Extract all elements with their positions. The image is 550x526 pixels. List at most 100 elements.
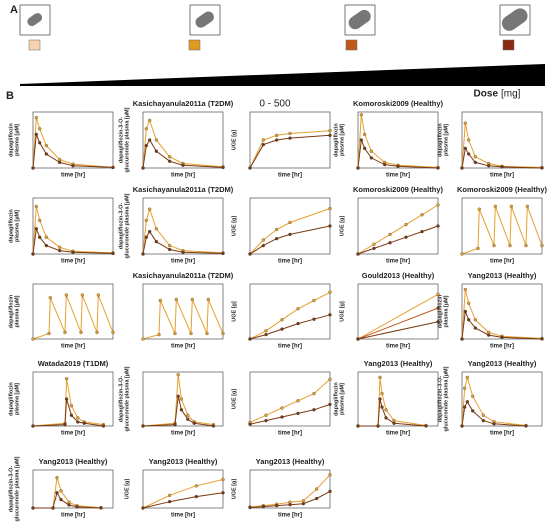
data-point bbox=[44, 235, 48, 239]
plot-frame bbox=[461, 283, 543, 340]
data-point bbox=[465, 375, 469, 380]
data-point bbox=[141, 166, 145, 170]
data-point bbox=[473, 155, 477, 159]
data-point bbox=[328, 224, 332, 228]
plot-frame bbox=[357, 283, 439, 340]
y-axis-label: dapagliflozin bbox=[8, 382, 14, 416]
dose-label: Dose bbox=[474, 89, 499, 100]
chart-title: Kasichayanula2011a (T2DM) bbox=[133, 271, 234, 280]
data-point bbox=[328, 489, 332, 494]
y-axis-label: UGE [g] bbox=[231, 301, 237, 322]
y-axis-label: dapagliflozin bbox=[333, 382, 339, 416]
data-point bbox=[154, 149, 158, 153]
data-point bbox=[168, 159, 172, 163]
y-axis-label: glucuronide plasma [µM] bbox=[124, 107, 130, 172]
data-point bbox=[301, 499, 305, 503]
data-point bbox=[481, 418, 485, 423]
data-point bbox=[467, 301, 471, 305]
plot-frame bbox=[32, 283, 114, 340]
dose-swatch bbox=[28, 39, 41, 51]
data-point bbox=[51, 506, 55, 510]
chart-title: Yang2013 (Healthy) bbox=[468, 271, 537, 280]
data-point bbox=[509, 204, 513, 209]
data-point bbox=[436, 166, 440, 170]
chart-title: Kasichayanula2011a (T2DM) bbox=[133, 99, 234, 108]
data-point bbox=[179, 408, 184, 412]
series-line bbox=[32, 378, 104, 427]
data-point bbox=[157, 332, 161, 337]
data-point bbox=[296, 321, 300, 326]
data-point bbox=[205, 331, 209, 336]
data-point bbox=[181, 250, 185, 254]
plot-frame bbox=[142, 371, 224, 427]
data-point bbox=[301, 502, 305, 506]
y-axis-label: glucuronide plasma [µM] bbox=[14, 456, 20, 521]
data-point bbox=[141, 337, 145, 341]
pill-icons bbox=[19, 4, 531, 36]
data-point bbox=[144, 127, 148, 131]
data-point bbox=[111, 165, 115, 170]
y-axis-label: dapagliflozin bbox=[437, 123, 443, 157]
data-point bbox=[359, 138, 363, 142]
x-axis-label: time [hr] bbox=[278, 259, 302, 265]
data-point bbox=[476, 246, 480, 251]
data-point bbox=[58, 245, 62, 249]
x-axis-label: time [hr] bbox=[61, 259, 85, 265]
series-line bbox=[358, 398, 427, 427]
data-point bbox=[261, 504, 265, 509]
data-point bbox=[264, 413, 268, 417]
data-point bbox=[76, 416, 80, 420]
data-point bbox=[463, 287, 467, 292]
data-point bbox=[176, 394, 180, 398]
data-point bbox=[376, 424, 380, 428]
data-point bbox=[471, 394, 475, 398]
data-point bbox=[221, 477, 225, 482]
data-point bbox=[141, 252, 145, 256]
y-axis-label: plasma [µM] bbox=[14, 210, 20, 242]
x-axis-label: time [hr] bbox=[386, 173, 410, 179]
data-point bbox=[436, 224, 440, 228]
y-axis-label: dapagliflozin-3-O- bbox=[8, 466, 14, 513]
data-point bbox=[288, 503, 292, 507]
data-point bbox=[369, 149, 373, 153]
data-point bbox=[288, 136, 292, 140]
y-axis-label: UGE [g] bbox=[231, 389, 237, 410]
y-axis-label: UGE [g] bbox=[339, 216, 345, 237]
data-point bbox=[275, 227, 279, 232]
data-point bbox=[158, 298, 162, 303]
data-point bbox=[383, 162, 387, 167]
data-point bbox=[34, 115, 38, 120]
data-point bbox=[424, 424, 428, 428]
data-point bbox=[460, 424, 464, 428]
dose-swatch bbox=[188, 39, 201, 51]
plot-frame bbox=[357, 111, 439, 169]
dose-swatch bbox=[345, 39, 358, 51]
series-line bbox=[32, 294, 114, 340]
data-point bbox=[540, 166, 544, 170]
data-point bbox=[467, 152, 471, 156]
data-point bbox=[82, 421, 86, 425]
data-point bbox=[58, 248, 62, 253]
panel-label: A bbox=[10, 4, 18, 16]
data-point bbox=[148, 207, 152, 211]
data-point bbox=[500, 335, 504, 340]
x-axis-label: time [hr] bbox=[61, 513, 85, 519]
x-axis-label: time [hr] bbox=[278, 173, 302, 179]
chart-title: Kasichayanula2011a (T2DM) bbox=[133, 185, 234, 194]
data-point bbox=[111, 251, 115, 256]
data-point bbox=[328, 377, 332, 381]
data-point bbox=[500, 165, 504, 169]
y-axis-label: glucuronide plasma [µM] bbox=[124, 193, 130, 258]
data-point bbox=[540, 243, 544, 248]
data-point bbox=[154, 138, 158, 142]
data-point bbox=[460, 337, 464, 341]
chart-title: Yang2013 (Healthy) bbox=[364, 359, 433, 368]
data-point bbox=[34, 227, 38, 231]
data-point bbox=[356, 337, 360, 341]
data-point bbox=[154, 227, 158, 231]
data-point bbox=[525, 204, 529, 209]
data-point bbox=[396, 164, 400, 168]
data-point bbox=[363, 132, 367, 137]
data-point bbox=[99, 506, 103, 510]
